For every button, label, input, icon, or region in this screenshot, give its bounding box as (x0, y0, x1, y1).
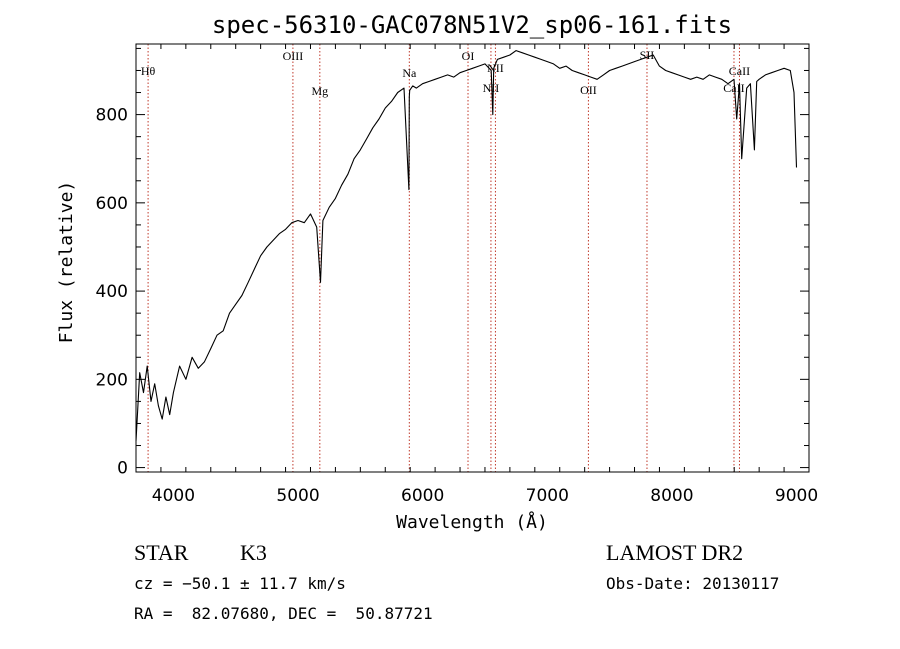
marker-label-10: CaII (729, 64, 750, 78)
x-tick-label-5000: 5000 (276, 486, 319, 506)
x-tick-label-8000: 8000 (650, 486, 693, 506)
redshift-velocity: cz = −50.1 ± 11.7 km/s (134, 574, 346, 593)
marker-label-7: OII (580, 83, 597, 97)
marker-label-2: Mg (311, 84, 328, 98)
y-tick-label-600: 600 (96, 194, 128, 214)
chart-title: spec-56310-GAC078N51V2_sp06-161.fits (212, 11, 732, 39)
marker-label-4: OI (462, 49, 475, 63)
y-axis-label: Flux (relative) (56, 181, 77, 344)
y-tick-label-800: 800 (96, 106, 128, 126)
marker-label-5: NII (483, 81, 500, 95)
spectrum-line (135, 50, 798, 442)
x-tick-label-7000: 7000 (526, 486, 569, 506)
x-tick-label-6000: 6000 (401, 486, 444, 506)
observation-date: Obs-Date: 20130117 (606, 574, 780, 593)
marker-label-3: Na (402, 66, 417, 80)
object-class: STAR (134, 540, 189, 565)
object-subclass: K3 (240, 540, 267, 565)
marker-label-8: SII (640, 48, 655, 62)
marker-label-1: OIII (283, 49, 304, 63)
x-tick-label-4000: 4000 (152, 486, 195, 506)
plot-frame (135, 43, 810, 473)
marker-label-6: NII (487, 61, 504, 75)
survey-name: LAMOST DR2 (606, 540, 744, 565)
sky-coordinates: RA = 82.07680, DEC = 50.87721 (134, 604, 433, 623)
x-tick-label-9000: 9000 (775, 486, 818, 506)
plot-area: 4000 5000 6000 7000 8000 9000 0 200 400 600 800 Hθ O… (96, 43, 818, 506)
y-tick-label-400: 400 (96, 282, 128, 302)
y-tick-label-0: 0 (117, 459, 128, 479)
y-tick-label-200: 200 (96, 370, 128, 390)
marker-label-9: CaII (723, 81, 744, 95)
x-axis-label: Wavelength (Å) (396, 511, 548, 533)
marker-label-0: Hθ (141, 64, 156, 78)
